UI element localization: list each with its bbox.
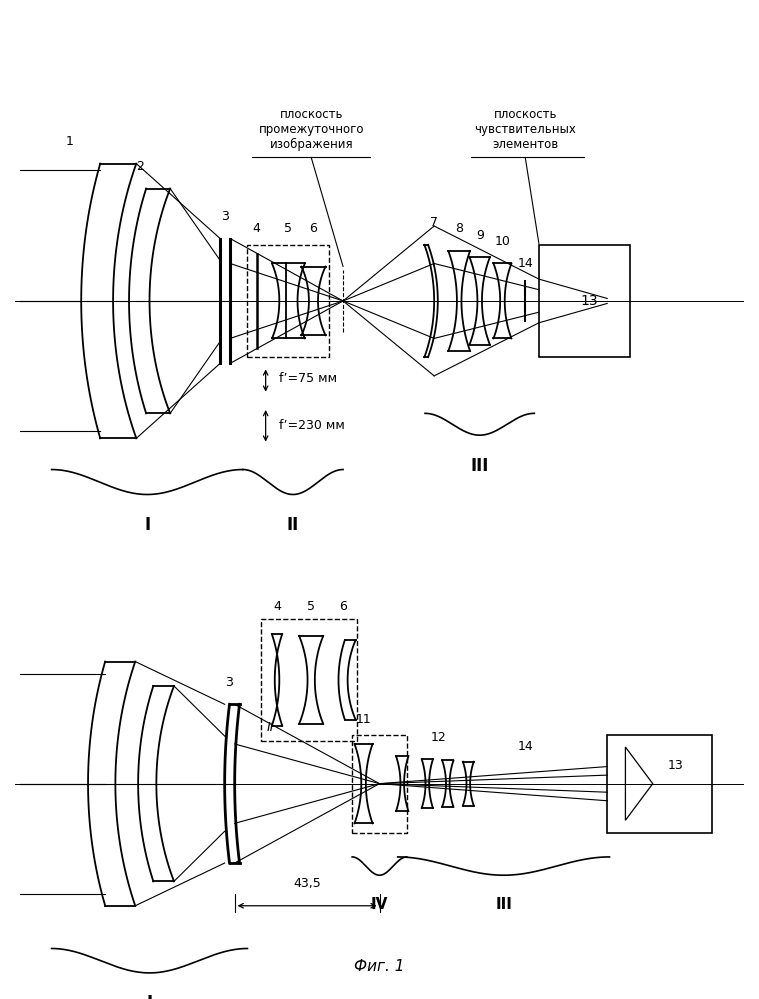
Text: III: III: [495, 897, 512, 912]
Text: 9: 9: [476, 229, 483, 242]
Text: 8: 8: [455, 222, 463, 236]
Text: 14: 14: [518, 740, 533, 753]
Text: 5: 5: [285, 222, 292, 236]
Text: 5: 5: [307, 599, 315, 612]
Text: IV: IV: [371, 897, 388, 912]
Text: 2: 2: [137, 160, 144, 173]
Text: II: II: [287, 516, 299, 534]
Text: 4: 4: [253, 222, 260, 236]
Text: I: I: [146, 994, 153, 999]
Text: 13: 13: [580, 294, 598, 308]
Text: 14: 14: [518, 257, 533, 270]
Bar: [352, 735, 407, 832]
Text: 10: 10: [495, 235, 510, 248]
Text: 13: 13: [668, 759, 683, 772]
Text: 7: 7: [430, 216, 438, 229]
Text: плоскость
чувствительных
элементов: плоскость чувствительных элементов: [474, 108, 576, 151]
Text: 4: 4: [273, 599, 281, 612]
Text: 12: 12: [431, 731, 446, 744]
Bar: [247, 245, 329, 358]
Bar: [607, 735, 712, 832]
Text: 6: 6: [339, 599, 347, 612]
Text: 1: 1: [66, 135, 74, 148]
Text: III: III: [471, 458, 489, 476]
Bar: [539, 245, 630, 358]
Text: 11: 11: [356, 712, 371, 725]
Text: Фиг. 1: Фиг. 1: [354, 959, 405, 974]
Text: f’=230 мм: f’=230 мм: [279, 420, 345, 433]
Text: 43,5: 43,5: [293, 877, 321, 890]
Text: 6: 6: [310, 222, 317, 236]
Text: I: I: [144, 516, 150, 534]
Text: II: II: [266, 720, 274, 733]
Text: f’=75 мм: f’=75 мм: [279, 373, 338, 386]
Bar: [261, 618, 357, 741]
Text: 3: 3: [225, 676, 233, 689]
Text: плоскость
промежуточного
изображения: плоскость промежуточного изображения: [259, 108, 364, 151]
Text: 3: 3: [221, 210, 228, 223]
